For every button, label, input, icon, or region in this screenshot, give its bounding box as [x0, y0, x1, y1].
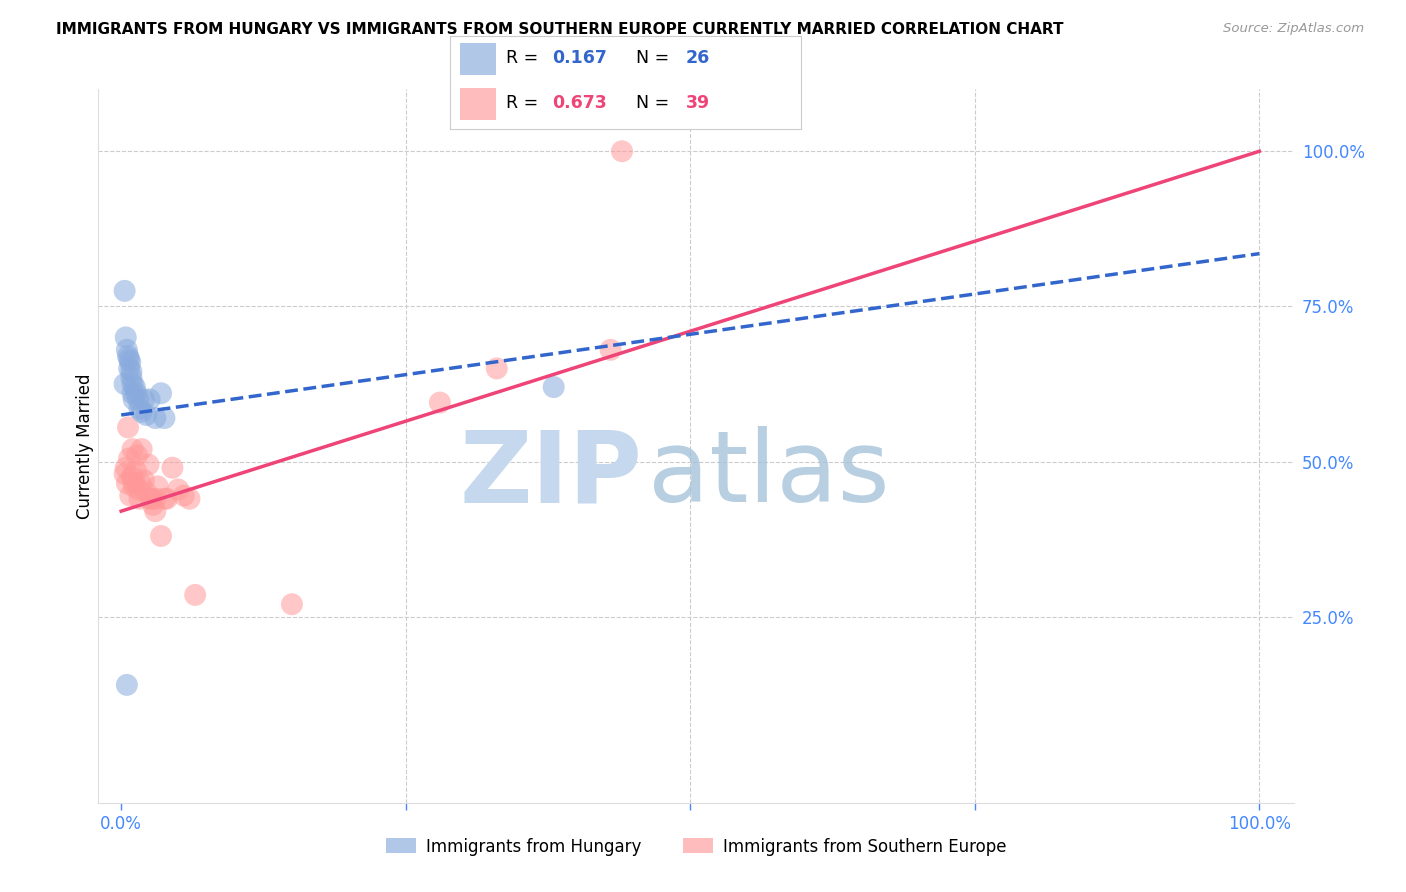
Point	[115, 678, 138, 692]
Point	[125, 464, 148, 478]
Point	[120, 489, 142, 503]
Point	[138, 392, 160, 407]
Text: N =: N =	[637, 95, 675, 112]
Point	[127, 392, 149, 407]
Point	[142, 498, 165, 512]
Point	[114, 460, 136, 475]
Point	[118, 352, 141, 367]
Point	[117, 420, 139, 434]
Text: 26: 26	[686, 49, 710, 67]
Bar	[461, 88, 496, 120]
Point	[120, 355, 142, 369]
Point	[128, 491, 150, 506]
Point	[121, 442, 143, 456]
Bar	[461, 43, 496, 75]
Point	[117, 349, 139, 363]
Point	[132, 473, 155, 487]
Point	[114, 330, 136, 344]
Text: N =: N =	[637, 49, 675, 67]
Legend: Immigrants from Hungary, Immigrants from Southern Europe: Immigrants from Hungary, Immigrants from…	[380, 831, 1012, 863]
Point	[114, 284, 136, 298]
Point	[120, 470, 142, 484]
Point	[138, 458, 160, 472]
Point	[128, 401, 150, 416]
Text: ZIP: ZIP	[460, 426, 643, 523]
Point	[485, 361, 508, 376]
Point	[162, 460, 184, 475]
Point	[543, 380, 565, 394]
Point	[150, 529, 173, 543]
Point	[120, 370, 142, 384]
Point	[143, 504, 166, 518]
Point	[135, 485, 157, 500]
Point	[184, 588, 207, 602]
Point	[122, 392, 145, 407]
Point	[115, 476, 138, 491]
Text: 39: 39	[686, 95, 710, 112]
Point	[131, 405, 153, 419]
Point	[121, 386, 143, 401]
Y-axis label: Currently Married: Currently Married	[76, 373, 94, 519]
Text: 0.167: 0.167	[551, 49, 607, 67]
Point	[125, 386, 148, 401]
Text: atlas: atlas	[648, 426, 890, 523]
Point	[131, 442, 153, 456]
Point	[114, 467, 136, 481]
Point	[153, 411, 176, 425]
Point	[121, 376, 143, 391]
Point	[114, 376, 136, 391]
Point	[121, 470, 143, 484]
Point	[156, 491, 179, 506]
Text: R =: R =	[506, 49, 544, 67]
Point	[143, 491, 166, 506]
Point	[150, 386, 173, 401]
Point	[120, 365, 142, 379]
Text: 0.673: 0.673	[551, 95, 606, 112]
Point	[143, 411, 166, 425]
Point	[124, 476, 146, 491]
Text: R =: R =	[506, 95, 544, 112]
Point	[610, 145, 633, 159]
Point	[124, 380, 146, 394]
Text: IMMIGRANTS FROM HUNGARY VS IMMIGRANTS FROM SOUTHERN EUROPE CURRENTLY MARRIED COR: IMMIGRANTS FROM HUNGARY VS IMMIGRANTS FR…	[56, 22, 1064, 37]
Point	[118, 361, 141, 376]
Point	[146, 479, 169, 493]
Point	[132, 392, 155, 407]
Point	[135, 408, 157, 422]
Point	[153, 491, 176, 506]
Point	[115, 343, 138, 357]
Point	[173, 489, 195, 503]
Point	[127, 483, 149, 497]
Point	[127, 448, 149, 462]
Text: Source: ZipAtlas.com: Source: ZipAtlas.com	[1223, 22, 1364, 36]
Point	[429, 395, 451, 409]
Point	[167, 483, 190, 497]
Point	[138, 491, 160, 506]
Point	[179, 491, 201, 506]
Point	[281, 597, 304, 611]
Point	[122, 479, 145, 493]
Point	[118, 451, 141, 466]
Point	[141, 491, 163, 506]
Point	[129, 476, 152, 491]
Point	[599, 343, 621, 357]
